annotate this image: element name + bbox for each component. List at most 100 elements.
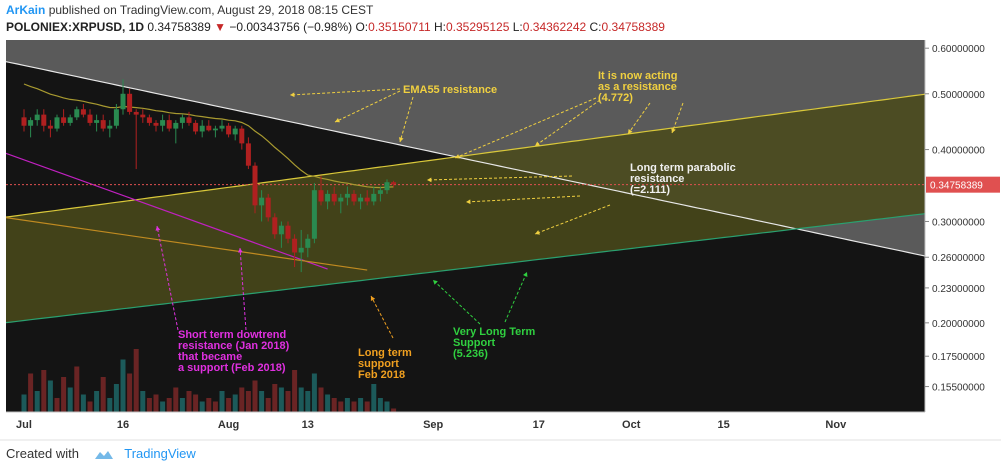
support-channel-zone <box>6 94 925 323</box>
candle-body <box>54 117 60 129</box>
volume-bar <box>120 359 126 412</box>
volume-bar <box>338 401 344 412</box>
short-term-arrow <box>239 247 247 331</box>
volume-bar <box>74 366 80 412</box>
volume-bar <box>47 380 53 412</box>
candle-body <box>305 238 311 248</box>
candle-body <box>21 117 27 126</box>
volume-bar <box>239 387 245 412</box>
price-change: −0.00343756 (−0.98%) <box>229 20 353 34</box>
candle-body <box>160 120 166 126</box>
volume-bar <box>140 391 146 412</box>
volume-bar <box>61 377 67 412</box>
candle-body <box>364 197 370 202</box>
tradingview-logo-icon[interactable] <box>93 449 115 461</box>
tradingview-brand[interactable]: TradingView <box>124 446 196 461</box>
candle-body <box>377 190 383 194</box>
candle-body <box>285 225 291 239</box>
published-text: published on TradingView.com, August 29,… <box>48 3 374 17</box>
candle-body <box>292 238 298 253</box>
acting-arrow <box>627 102 651 135</box>
volume-bar <box>173 387 179 412</box>
very-long-arrow <box>504 271 528 323</box>
open-label: O: <box>355 20 369 34</box>
candle-body <box>344 193 350 198</box>
x-tick-label: Nov <box>825 419 847 431</box>
acting-arrow <box>671 102 684 134</box>
very-long-arrow-head <box>523 272 528 277</box>
annotation-ema55: EMA55 resistance <box>403 84 497 96</box>
publish-info: ArKain published on TradingView.com, Aug… <box>6 3 373 17</box>
annotation-short-term-downtrend: Short term dowtrend resistance (Jan 2018)… <box>178 329 290 374</box>
candle-body <box>107 125 113 129</box>
candle-body <box>153 122 159 126</box>
short-term-arrow-head <box>237 248 243 253</box>
x-tick-label: 17 <box>533 419 545 431</box>
volume-bar <box>331 398 337 412</box>
candle-body <box>252 165 258 206</box>
price-axis <box>925 40 1001 412</box>
ema-arrow <box>334 90 401 123</box>
volume-bar <box>166 398 172 412</box>
candle-body <box>199 125 205 132</box>
current-price-label: 0.34758389 <box>930 181 983 192</box>
volume-bar <box>232 394 238 412</box>
volume-bar <box>351 401 357 412</box>
parabolic-arrow-head <box>427 177 432 183</box>
candle-body <box>239 128 245 144</box>
volume-bar <box>34 391 40 412</box>
candle-body <box>186 117 192 123</box>
candle-body <box>298 247 304 253</box>
parabolic-arrow <box>534 204 611 235</box>
candle-body <box>100 120 106 129</box>
volume-bar <box>199 401 205 412</box>
created-with-text: Created with <box>6 446 79 461</box>
acting-arrow <box>454 97 597 159</box>
acting-arrow-head <box>455 154 460 159</box>
volume-bar <box>311 373 317 412</box>
volume-bar <box>245 391 251 412</box>
annotation-very-long-term-support: Very Long Term Support (5.236) <box>453 326 536 360</box>
y-tick-label: 0.17500000 <box>932 352 985 363</box>
candle-body <box>331 193 337 202</box>
volume-bar <box>146 398 152 412</box>
volume-bar <box>371 384 377 412</box>
y-tick-label: 0.60000000 <box>932 44 985 55</box>
x-tick-label: Jul <box>16 419 32 431</box>
time-axis <box>6 412 925 434</box>
volume-bar <box>318 387 324 412</box>
parabolic-resistance-line <box>6 61 925 257</box>
acting-arrow-head <box>628 129 633 134</box>
volume-bar <box>127 373 133 412</box>
candle-body <box>67 117 73 123</box>
ema55-line <box>23 83 394 189</box>
x-tick-label: 13 <box>302 419 314 431</box>
author-link[interactable]: ArKain <box>6 3 46 17</box>
volume-bar <box>206 398 212 412</box>
long-support-arrow-head <box>370 296 376 301</box>
volume-bar <box>107 398 113 412</box>
candle-body <box>133 111 139 115</box>
volume-bar <box>226 398 232 412</box>
x-tick-label: 16 <box>117 419 129 431</box>
volume-bar <box>54 398 60 412</box>
volume-bar <box>259 391 265 412</box>
volume-bar <box>292 370 298 412</box>
symbol-label: POLONIEX:XRPUSD, 1D <box>6 20 145 34</box>
candle-body <box>265 197 271 218</box>
y-tick-label: 0.26000000 <box>932 253 985 264</box>
volume-bar <box>305 391 311 412</box>
candle-body <box>351 193 357 202</box>
candle-body <box>384 182 390 191</box>
candle-body <box>212 128 218 131</box>
volume-bar <box>41 370 47 412</box>
candle-body <box>146 117 152 123</box>
candle-body <box>311 190 317 239</box>
very-long-term-support-line <box>6 213 925 324</box>
volume-bar <box>94 391 100 412</box>
candle-body <box>34 114 40 121</box>
candle-body <box>87 114 93 123</box>
symbol-info: POLONIEX:XRPUSD, 1D 0.34758389 ▼ −0.0034… <box>6 20 665 34</box>
parabolic-arrow-head <box>535 230 540 235</box>
